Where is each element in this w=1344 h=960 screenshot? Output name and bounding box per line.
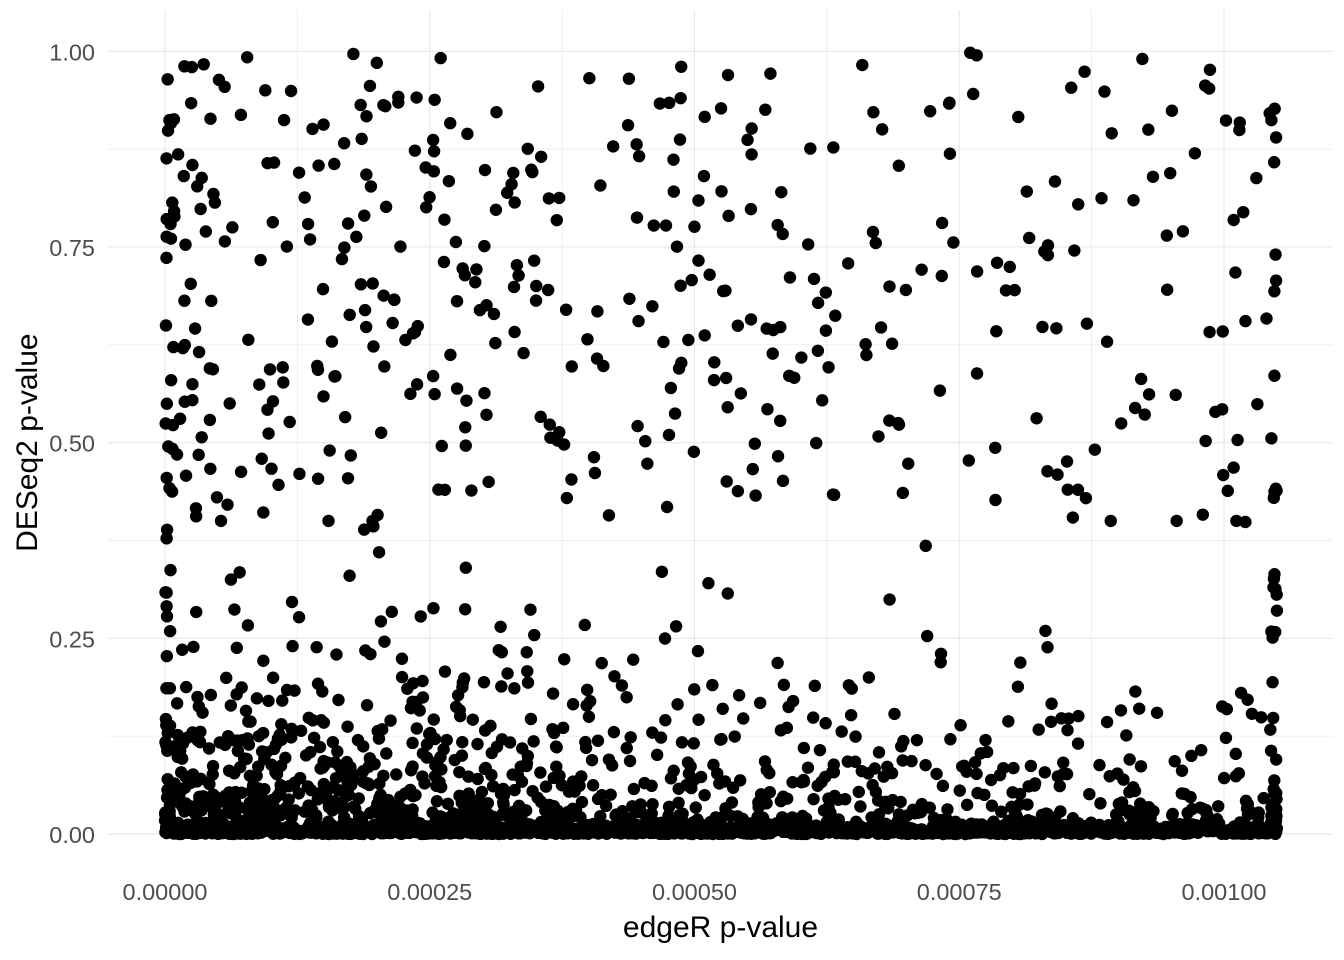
svg-text:0.00000: 0.00000 [123, 879, 208, 905]
svg-text:1.00: 1.00 [49, 39, 95, 65]
svg-text:0.00050: 0.00050 [652, 879, 737, 905]
svg-text:0.25: 0.25 [49, 626, 95, 652]
svg-text:0.75: 0.75 [49, 235, 95, 261]
svg-text:0.00100: 0.00100 [1182, 879, 1267, 905]
svg-text:0.50: 0.50 [49, 431, 95, 457]
svg-text:0.00075: 0.00075 [917, 879, 1002, 905]
svg-text:DESeq2 p-value: DESeq2 p-value [11, 333, 44, 551]
svg-text:0.00: 0.00 [49, 822, 95, 848]
svg-text:0.00025: 0.00025 [387, 879, 472, 905]
svg-text:edgeR p-value: edgeR p-value [623, 911, 818, 944]
